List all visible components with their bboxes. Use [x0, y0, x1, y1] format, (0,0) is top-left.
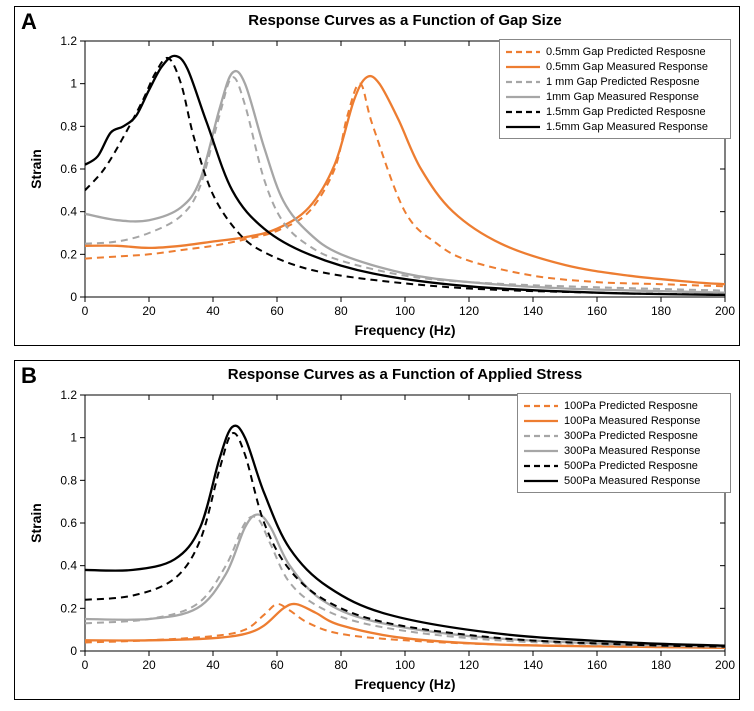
x-tick-label: 140: [523, 658, 543, 672]
y-tick-label: 0: [70, 290, 77, 304]
legend-label: 300Pa Predicted Resposne: [564, 429, 698, 443]
legend-label: 1.5mm Gap Predicted Resposne: [546, 105, 706, 119]
legend-item: 100Pa Predicted Resposne: [524, 398, 724, 413]
y-tick-label: 0.2: [60, 247, 77, 261]
legend-item: 100Pa Measured Response: [524, 413, 724, 428]
x-tick-label: 140: [523, 304, 543, 318]
legend-label: 1mm Gap Measured Response: [546, 90, 699, 104]
x-tick-label: 80: [334, 304, 348, 318]
legend-label: 0.5mm Gap Predicted Resposne: [546, 45, 706, 59]
legend-label: 100Pa Measured Response: [564, 414, 700, 428]
x-tick-label: 160: [587, 304, 607, 318]
x-tick-label: 60: [270, 658, 284, 672]
chart-title: Response Curves as a Function of Applied…: [228, 366, 583, 383]
x-tick-label: 120: [459, 304, 479, 318]
x-tick-label: 40: [206, 304, 220, 318]
x-tick-label: 100: [395, 304, 415, 318]
legend-item: 1mm Gap Measured Response: [506, 89, 724, 104]
y-tick-label: 1: [70, 431, 77, 445]
panel-a-label: A: [21, 9, 37, 35]
x-axis-title: Frequency (Hz): [354, 676, 455, 692]
x-tick-label: 60: [270, 304, 284, 318]
y-axis-title: Strain: [28, 149, 44, 189]
legend-label: 1.5mm Gap Measured Response: [546, 120, 708, 134]
legend-item: 1 mm Gap Predicted Resposne: [506, 74, 724, 89]
x-axis-title: Frequency (Hz): [354, 322, 455, 338]
legend-label: 500Pa Measured Response: [564, 474, 700, 488]
y-axis-title: Strain: [28, 503, 44, 543]
x-tick-label: 100: [395, 658, 415, 672]
x-tick-label: 0: [82, 304, 89, 318]
legend-item: 0.5mm Gap Measured Response: [506, 59, 724, 74]
y-tick-label: 0.8: [60, 119, 77, 133]
y-tick-label: 1.2: [60, 34, 77, 48]
x-tick-label: 120: [459, 658, 479, 672]
x-tick-label: 180: [651, 658, 671, 672]
legend-label: 300Pa Measured Response: [564, 444, 700, 458]
legend: 0.5mm Gap Predicted Resposne0.5mm Gap Me…: [499, 39, 731, 139]
legend-item: 1.5mm Gap Measured Response: [506, 119, 724, 134]
legend-label: 1 mm Gap Predicted Resposne: [546, 75, 699, 89]
x-tick-label: 200: [715, 658, 735, 672]
x-tick-label: 20: [142, 658, 156, 672]
y-tick-label: 0.4: [60, 205, 77, 219]
legend-item: 300Pa Measured Response: [524, 443, 724, 458]
x-tick-label: 0: [82, 658, 89, 672]
legend-label: 100Pa Predicted Resposne: [564, 399, 698, 413]
y-tick-label: 1.2: [60, 388, 77, 402]
x-tick-label: 40: [206, 658, 220, 672]
chart-title: Response Curves as a Function of Gap Siz…: [248, 12, 561, 29]
legend-label: 0.5mm Gap Measured Response: [546, 60, 708, 74]
y-tick-label: 1: [70, 77, 77, 91]
y-tick-label: 0.6: [60, 162, 77, 176]
legend-item: 0.5mm Gap Predicted Resposne: [506, 44, 724, 59]
legend-item: 1.5mm Gap Predicted Resposne: [506, 104, 724, 119]
y-tick-label: 0.4: [60, 559, 77, 573]
x-tick-label: 160: [587, 658, 607, 672]
x-tick-label: 200: [715, 304, 735, 318]
figure: { "layout":{ "page_w":754,"page_h":711, …: [0, 0, 754, 711]
panel-b-label: B: [21, 363, 37, 389]
legend: 100Pa Predicted Resposne100Pa Measured R…: [517, 393, 731, 493]
panel-a: A Response Curves as a Function of Gap S…: [14, 6, 740, 346]
x-tick-label: 180: [651, 304, 671, 318]
panel-b: B Response Curves as a Function of Appli…: [14, 360, 740, 700]
x-tick-label: 20: [142, 304, 156, 318]
x-tick-label: 80: [334, 658, 348, 672]
y-tick-label: 0.2: [60, 601, 77, 615]
y-tick-label: 0.8: [60, 473, 77, 487]
y-tick-label: 0: [70, 644, 77, 658]
legend-item: 300Pa Predicted Resposne: [524, 428, 724, 443]
legend-item: 500Pa Predicted Resposne: [524, 458, 724, 473]
legend-item: 500Pa Measured Response: [524, 473, 724, 488]
legend-label: 500Pa Predicted Resposne: [564, 459, 698, 473]
y-tick-label: 0.6: [60, 516, 77, 530]
